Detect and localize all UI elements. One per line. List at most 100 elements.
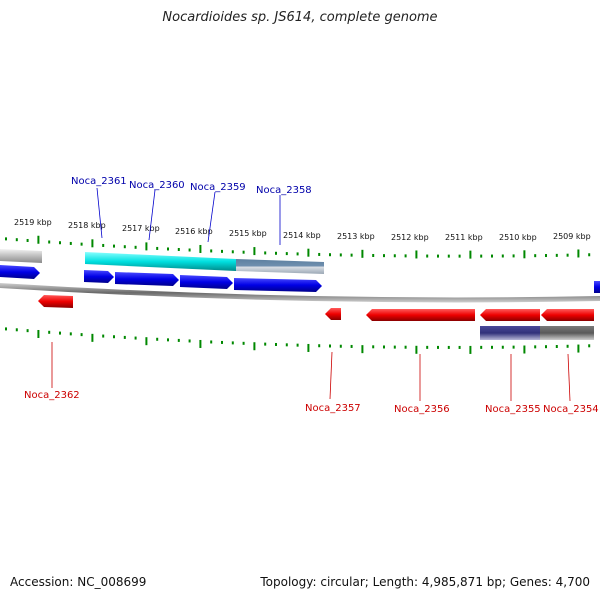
scale-tick xyxy=(447,345,450,349)
gene-arrow-noca-2354[interactable] xyxy=(541,309,594,321)
scale-tick xyxy=(458,345,461,349)
scale-tick xyxy=(469,345,472,354)
feature-bar-darkgrey xyxy=(540,326,594,340)
feature-bar-cyan xyxy=(85,252,236,271)
leader-line-noca-2354 xyxy=(567,353,571,402)
genome-backbone xyxy=(0,283,600,303)
scale-tick xyxy=(393,345,396,349)
scale-tick xyxy=(253,247,256,256)
scale-tick xyxy=(534,254,537,258)
gene-arrow-forward-right-edge[interactable] xyxy=(594,281,600,293)
scale-tick xyxy=(59,241,61,245)
scale-tick xyxy=(447,254,450,258)
page-title: Nocardioides sp. JS614, complete genome xyxy=(162,10,438,25)
gene-arrow-noca-2356[interactable] xyxy=(366,309,475,321)
scale-tick xyxy=(177,338,180,342)
gene-arrow-noca-2357[interactable] xyxy=(325,308,341,320)
genome-summary-text: Topology: circular; Length: 4,985,871 bp… xyxy=(260,575,590,589)
scale-tick xyxy=(404,254,407,258)
scale-tick xyxy=(264,342,267,346)
gene-arrow-noca-2360[interactable] xyxy=(115,272,179,286)
gene-label-noca-2361[interactable]: Noca_2361 xyxy=(71,176,127,187)
scale-label: 2513 kbp xyxy=(337,232,375,241)
scale-tick xyxy=(156,246,159,250)
gene-arrow-noca-2358[interactable] xyxy=(234,278,322,292)
scale-tick xyxy=(102,243,105,247)
scale-tick xyxy=(480,254,483,258)
scale-tick xyxy=(339,253,342,257)
scale-tick xyxy=(285,252,288,256)
scale-tick xyxy=(350,253,353,257)
scale-tick xyxy=(123,335,126,339)
scale-tick xyxy=(80,242,83,246)
gene-arrow-forward[interactable] xyxy=(0,265,40,279)
scale-tick xyxy=(123,245,126,249)
scale-tick xyxy=(26,238,29,242)
gene-label-noca-2362[interactable]: Noca_2362 xyxy=(24,390,80,401)
scale-label: 2518 kbp xyxy=(68,221,106,230)
gene-label-noca-2357[interactable]: Noca_2357 xyxy=(305,403,361,414)
feature-bar-grey-left xyxy=(0,249,42,263)
gene-label-noca-2359[interactable]: Noca_2359 xyxy=(190,182,246,193)
scale-tick xyxy=(15,238,18,242)
scale-tick xyxy=(91,333,94,342)
scale-tick xyxy=(415,250,418,259)
gene-label-noca-2360[interactable]: Noca_2360 xyxy=(129,180,185,191)
scale-tick xyxy=(80,333,83,337)
scale-tick xyxy=(426,345,429,349)
forward-gene-labels: Noca_2361 Noca_2360 Noca_2359 Noca_2358 xyxy=(71,176,312,245)
scale-tick xyxy=(37,235,40,244)
scale-tick xyxy=(296,343,299,347)
forward-scale-ticks xyxy=(5,235,591,259)
scale-tick xyxy=(523,250,526,259)
scale-tick xyxy=(69,332,72,336)
scale-label: 2509 kbp xyxy=(553,232,591,241)
feature-bar-navy xyxy=(480,326,540,340)
accession-text: Accession: NC_008699 xyxy=(10,575,147,589)
scale-tick xyxy=(15,328,18,332)
reverse-scale-ticks xyxy=(5,327,591,354)
scale-tick xyxy=(285,343,288,347)
scale-tick xyxy=(145,242,148,251)
scale-label: 2510 kbp xyxy=(499,233,537,242)
scale-tick xyxy=(37,329,40,338)
gene-arrow-noca-2362[interactable] xyxy=(38,295,73,308)
scale-tick xyxy=(480,345,483,349)
gene-arrow-noca-2355[interactable] xyxy=(480,309,540,321)
leader-line-noca-2361 xyxy=(96,187,103,239)
gene-label-noca-2358[interactable]: Noca_2358 xyxy=(256,185,312,196)
feature-bar-steel xyxy=(236,259,324,274)
scale-tick xyxy=(167,338,169,342)
scale-tick xyxy=(329,344,331,348)
leader-line-noca-2360 xyxy=(148,189,156,241)
scale-tick xyxy=(307,343,310,352)
scale-tick xyxy=(188,339,191,343)
scale-tick xyxy=(501,254,504,258)
scale-tick xyxy=(318,252,321,256)
scale-tick xyxy=(199,244,202,253)
scale-tick xyxy=(491,345,493,349)
gene-arrow-noca-2361[interactable] xyxy=(84,270,114,283)
scale-tick xyxy=(296,252,299,256)
scale-tick xyxy=(134,245,137,249)
scale-tick xyxy=(404,345,407,349)
reverse-gene-labels: Noca_2362 Noca_2357 Noca_2356 Noca_2355 … xyxy=(24,342,599,415)
scale-tick xyxy=(242,250,245,254)
forward-genes xyxy=(0,265,600,293)
scale-tick xyxy=(242,341,245,345)
scale-tick xyxy=(210,249,213,253)
scale-tick xyxy=(361,249,364,258)
gene-label-noca-2356[interactable]: Noca_2356 xyxy=(394,404,450,415)
reverse-genes xyxy=(38,295,594,321)
scale-tick xyxy=(318,344,321,348)
scale-tick xyxy=(566,344,569,348)
scale-tick xyxy=(221,249,223,253)
scale-tick xyxy=(512,254,515,258)
gene-label-noca-2354[interactable]: Noca_2354 xyxy=(543,404,599,415)
gene-arrow-noca-2359[interactable] xyxy=(180,275,233,289)
scale-tick xyxy=(415,345,418,354)
scale-tick xyxy=(350,344,353,348)
scale-tick xyxy=(113,244,115,248)
gene-label-noca-2355[interactable]: Noca_2355 xyxy=(485,404,541,415)
